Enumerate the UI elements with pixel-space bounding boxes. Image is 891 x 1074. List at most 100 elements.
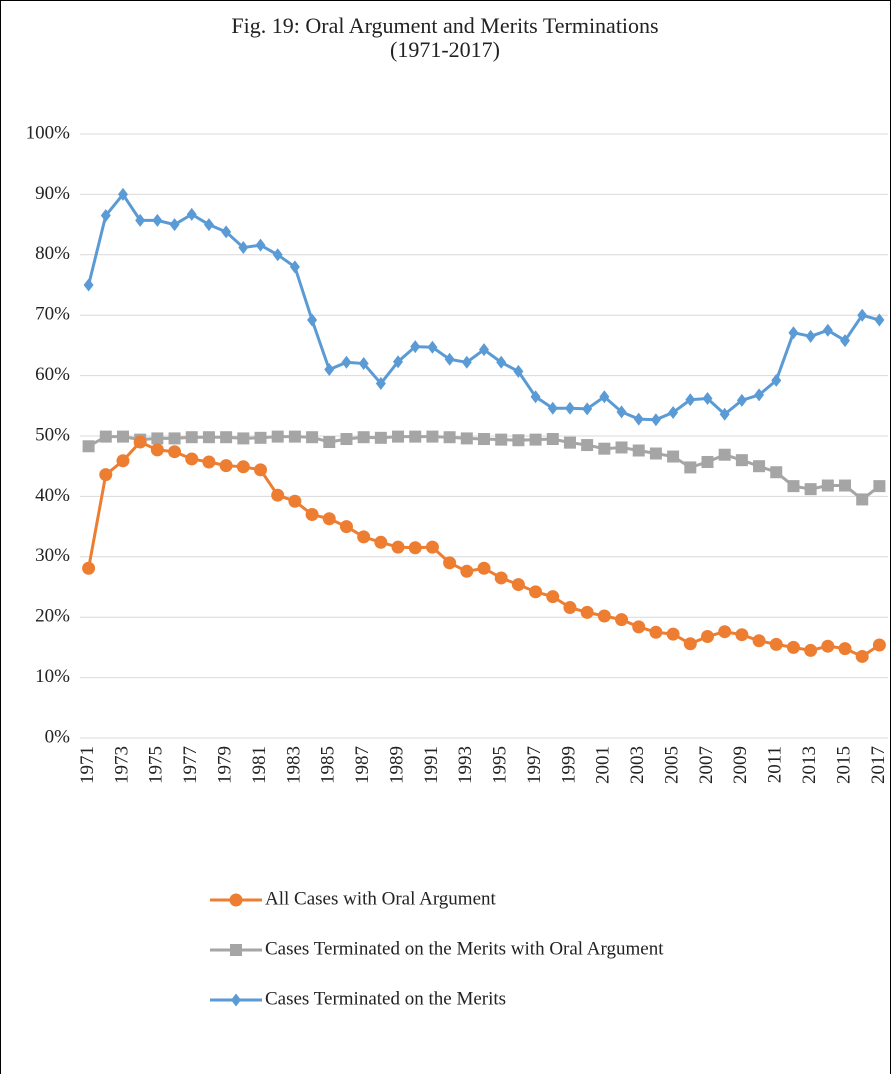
point [805, 329, 816, 343]
point [410, 340, 421, 354]
x-tick-label: 1993 [455, 746, 476, 784]
point [821, 639, 835, 653]
point [427, 340, 438, 354]
y-tick-label: 70% [35, 304, 70, 325]
point [83, 278, 94, 292]
point [599, 390, 610, 404]
point [392, 430, 405, 443]
point [856, 493, 869, 506]
point [788, 326, 799, 340]
point [857, 308, 868, 322]
point [357, 530, 371, 544]
x-tick-label: 1985 [318, 746, 339, 784]
x-tick-label: 1973 [111, 746, 132, 784]
point [598, 442, 611, 455]
x-tick-label: 1991 [421, 746, 442, 784]
point [752, 634, 766, 648]
point [116, 430, 129, 443]
point [684, 461, 697, 474]
point [324, 363, 335, 377]
x-tick-label: 1977 [180, 746, 201, 784]
point [99, 468, 113, 482]
point [496, 355, 507, 369]
point [582, 402, 593, 416]
y-tick-label: 90% [35, 183, 70, 204]
point [254, 431, 267, 444]
point [546, 590, 560, 604]
x-tick-label: 1975 [146, 746, 167, 784]
point [220, 431, 233, 444]
series [83, 187, 885, 427]
x-tick-label: 2001 [593, 746, 614, 784]
point [271, 488, 285, 502]
point [219, 459, 233, 473]
y-tick-label: 10% [35, 666, 70, 687]
point [804, 643, 818, 657]
x-tick-label: 1997 [524, 746, 545, 784]
x-tick-label: 2009 [730, 746, 751, 784]
point [425, 540, 439, 554]
point [100, 209, 111, 223]
point [306, 431, 319, 444]
point [82, 440, 95, 453]
point [668, 405, 679, 419]
point [770, 466, 783, 479]
point [443, 431, 456, 444]
legend-label: Cases Terminated on the Merits with Oral… [265, 938, 664, 959]
point [719, 407, 730, 421]
point [289, 260, 300, 274]
point [408, 541, 422, 555]
legend-marker [229, 893, 243, 907]
point [735, 454, 748, 467]
point [479, 343, 489, 357]
point [133, 435, 147, 449]
x-tick-label: 1981 [249, 746, 270, 784]
x-tick-label: 2011 [765, 746, 786, 783]
point [237, 432, 250, 445]
y-tick-label: 20% [35, 606, 70, 627]
series [82, 430, 886, 506]
chart-title: Fig. 19: Oral Argument and Merits Termin… [231, 13, 658, 38]
chart-title: (1971-2017) [390, 37, 500, 62]
point [288, 430, 301, 443]
point [839, 479, 852, 492]
point [804, 483, 817, 496]
point [563, 436, 576, 449]
point [203, 218, 214, 232]
point [855, 649, 869, 663]
point [323, 436, 336, 449]
point [735, 628, 749, 642]
point [787, 480, 800, 493]
point [150, 443, 164, 457]
point [186, 207, 197, 221]
point [339, 520, 353, 534]
point [702, 392, 713, 406]
point [168, 432, 181, 445]
point [151, 432, 164, 445]
point [650, 413, 661, 427]
x-tick-label: 2005 [661, 746, 682, 784]
point [633, 412, 644, 426]
point [288, 494, 302, 508]
x-tick-label: 2007 [696, 746, 717, 784]
point [718, 448, 731, 461]
point [461, 355, 472, 369]
x-tick-label: 2013 [799, 746, 820, 784]
point [255, 238, 266, 252]
point [82, 561, 96, 575]
y-tick-label: 80% [35, 243, 70, 264]
point [478, 433, 490, 446]
point [512, 434, 525, 447]
x-tick-label: 1989 [386, 746, 407, 784]
point [771, 373, 782, 387]
point [632, 620, 646, 634]
x-tick-label: 2017 [868, 746, 889, 784]
y-tick-label: 50% [35, 424, 70, 445]
x-tick-label: 2015 [833, 746, 854, 784]
point [169, 218, 180, 232]
point [529, 433, 542, 446]
point [221, 225, 232, 239]
point [393, 355, 404, 369]
point [616, 405, 627, 419]
